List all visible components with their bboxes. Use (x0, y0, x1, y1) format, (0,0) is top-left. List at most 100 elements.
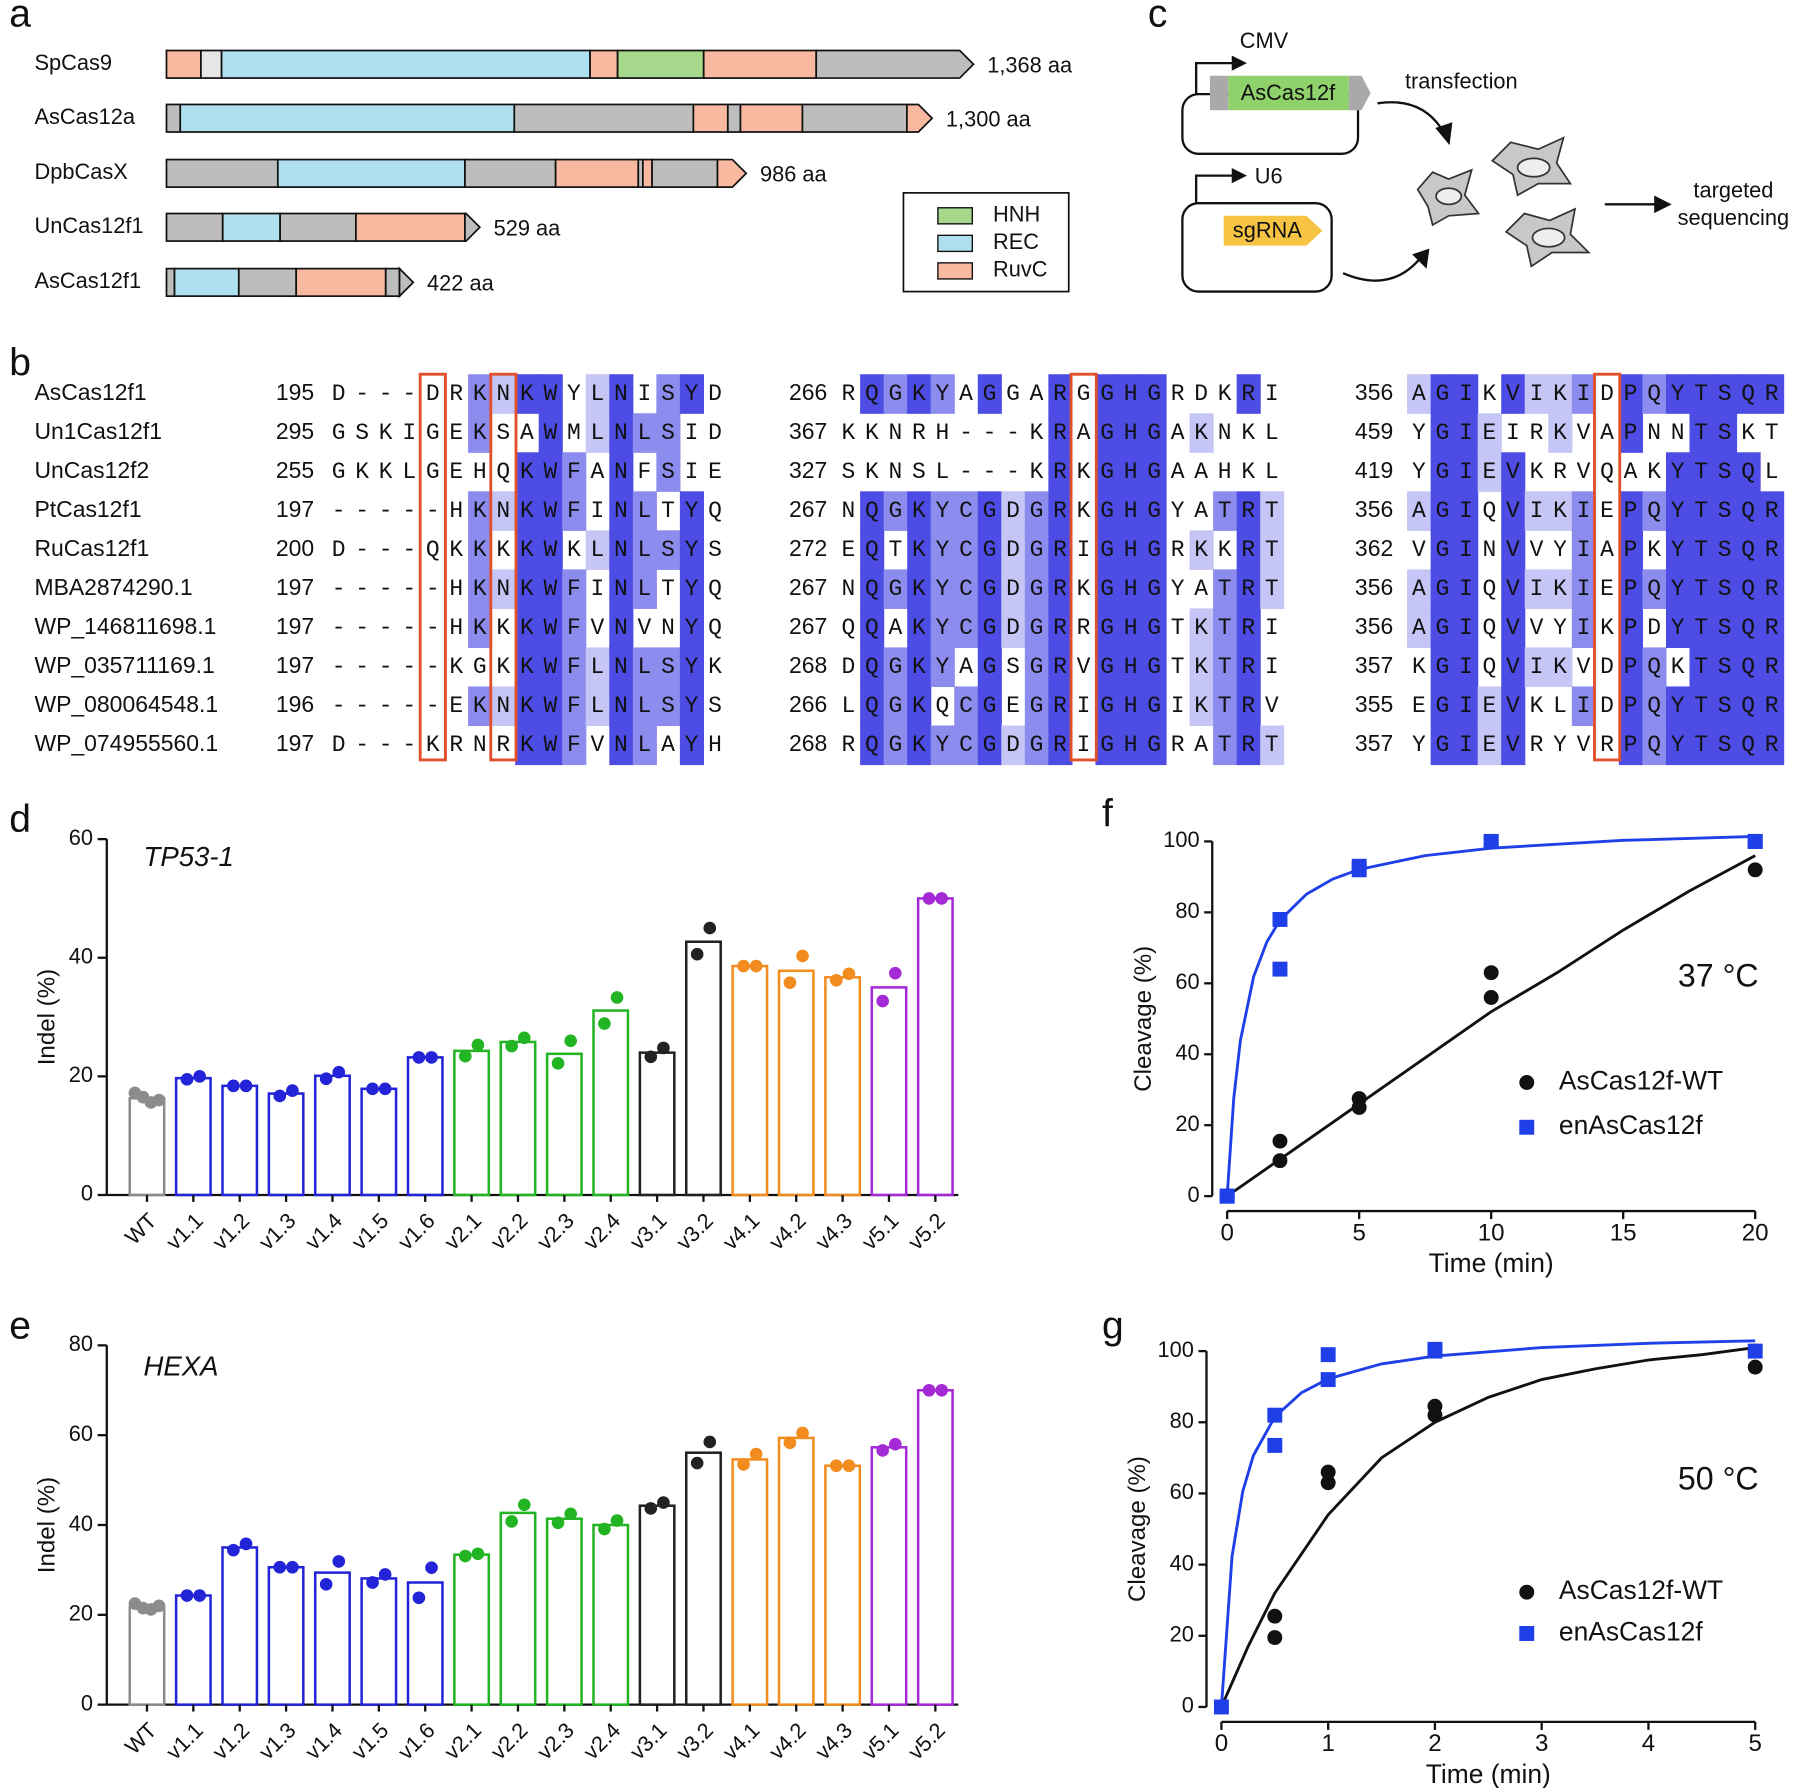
conservation-shade (1236, 569, 1261, 609)
x-tick-label: v1.4 (300, 1718, 347, 1765)
x-tick-label: v1.5 (347, 1208, 394, 1255)
x-tick-label: 15 (1610, 1219, 1637, 1246)
data-point (1483, 833, 1499, 849)
x-tick-label: v1.1 (161, 1718, 208, 1765)
conservation-shade (1048, 374, 1073, 414)
conservation-shade (1118, 608, 1144, 649)
conservation-shade (1118, 569, 1144, 609)
protein-name: SpCas9 (34, 50, 112, 75)
conservation-shade (954, 569, 979, 609)
panel-label: e (9, 1304, 31, 1347)
conservation-shade (883, 569, 908, 609)
conservation-shade (1642, 374, 1667, 414)
conservation-shade (1001, 725, 1026, 766)
bar (174, 1076, 212, 1197)
conservation-shade (538, 530, 563, 570)
residue-start: 195 (276, 379, 314, 405)
data-point (1747, 1359, 1763, 1375)
residue-start: 356 (1355, 613, 1393, 639)
y-axis-title: Indel (%) (34, 969, 61, 1065)
conservation-shade (1024, 491, 1049, 531)
replicate-point (239, 1079, 253, 1093)
legend-label: AsCas12f-WT (1559, 1065, 1723, 1095)
sequence: -----HKKKWFVNVNYQ (332, 615, 732, 641)
y-tick-label: 80 (69, 1331, 93, 1356)
conservation-shade (860, 686, 885, 727)
bar (731, 964, 769, 1197)
conservation-shade (1048, 491, 1073, 531)
legend-marker (1519, 1075, 1535, 1090)
replicate-point (842, 1459, 856, 1473)
conservation-shade (860, 491, 885, 531)
sequence: GKKLGEHQKWFANFSIE (332, 459, 732, 485)
promoter-label: CMV (1240, 28, 1289, 53)
nucleus (1435, 187, 1463, 206)
sequence: D---DRKNKWYLNISYD (332, 381, 732, 407)
bar (128, 1605, 166, 1706)
bar (499, 1511, 537, 1706)
conservation-shade (562, 686, 587, 727)
sequence: YGIEVRYVRPQYTSQR (1412, 732, 1788, 758)
domain (651, 158, 719, 188)
replicate-point (227, 1079, 240, 1093)
conservation-shade (907, 608, 932, 649)
conservation-shade (1524, 374, 1549, 414)
x-tick-label: v2.3 (532, 1718, 579, 1765)
x-tick-label: v2.4 (578, 1208, 625, 1255)
conservation-shade (468, 569, 493, 609)
replicate-point (749, 959, 763, 973)
residue-start: 267 (789, 496, 827, 522)
bar (360, 1087, 398, 1197)
conservation-shade (1501, 725, 1526, 766)
conservation-shade (954, 608, 979, 649)
conservation-shade (585, 413, 610, 453)
domain (237, 267, 298, 298)
residue-start: 255 (276, 457, 314, 483)
bar (174, 1594, 212, 1706)
curved-arrow (1377, 101, 1446, 134)
replicate-point (888, 966, 902, 980)
panel-label: a (9, 0, 31, 35)
bar (453, 1049, 491, 1197)
conservation-shade (907, 569, 932, 609)
conservation-shade (1736, 374, 1761, 414)
conservation-shade (860, 725, 885, 766)
conservation-shade (632, 491, 657, 531)
replicate-point (703, 921, 717, 935)
conservation-shade (1430, 725, 1455, 766)
conservation-shade (609, 647, 634, 688)
conservation-shade (1095, 452, 1120, 492)
x-tick-label: v2.1 (439, 1208, 486, 1255)
x-tick-label: 0 (1220, 1219, 1233, 1246)
x-tick-label: WT (120, 1718, 162, 1760)
sequence: EQTKYCGDGRIGHGRKKRT (841, 537, 1288, 563)
x-tick-label: v3.2 (671, 1718, 718, 1765)
residue-start: 367 (789, 418, 827, 444)
y-tick-label: 0 (81, 1690, 93, 1715)
conservation-shade (860, 374, 885, 414)
conservation-shade (562, 608, 587, 649)
legend-label: RuvC (993, 257, 1048, 282)
conservation-shade (1024, 530, 1049, 570)
conservation-shade (1501, 491, 1526, 531)
conservation-shade (1095, 686, 1120, 727)
residue-start: 197 (276, 574, 314, 600)
conservation-shade (1118, 647, 1144, 688)
replicate-point (193, 1589, 206, 1602)
conservation-shade (585, 374, 610, 414)
conservation-shade (1024, 569, 1049, 609)
conservation-shade (538, 647, 563, 688)
conservation-shade (1501, 686, 1526, 727)
conservation-shade (656, 374, 681, 414)
sequence-name: WP_146811698.1 (34, 613, 216, 639)
schematic (1181, 55, 1672, 293)
conservation-shade (1642, 569, 1667, 609)
conservation-shade (1407, 608, 1432, 649)
conservation-shade (1454, 569, 1479, 609)
conservation-shade (1689, 608, 1714, 649)
conservation-shade (1618, 686, 1643, 727)
conservation-shade (1142, 647, 1167, 688)
conservation-shade (1407, 374, 1432, 414)
y-tick-label: 80 (1175, 898, 1199, 923)
residue-start: 200 (276, 535, 314, 561)
